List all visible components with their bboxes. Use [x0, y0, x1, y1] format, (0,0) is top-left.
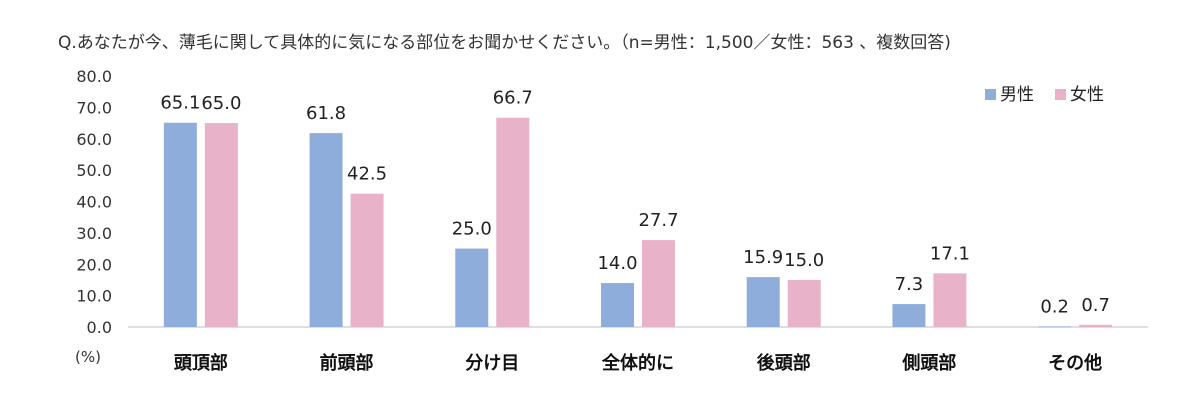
- legend-label-male: 男性: [1000, 85, 1034, 105]
- y-axis-unit-label: (%): [75, 348, 101, 366]
- x-tick-label: 側頭部: [901, 352, 956, 374]
- y-tick-label: 50.0: [76, 161, 112, 180]
- bar-female: [642, 240, 675, 327]
- y-tick-label: 20.0: [76, 255, 112, 274]
- bar-male: [746, 277, 780, 327]
- bar-male: [601, 283, 634, 327]
- bar-female: [1079, 324, 1113, 327]
- legend-label-female: 女性: [1070, 85, 1104, 105]
- bar-male: [1038, 326, 1072, 328]
- data-label-female: 65.0: [201, 93, 241, 114]
- bar-female: [933, 273, 967, 327]
- chart-title: Q.あなたが今、薄毛に関して具体的に気になる部位をお聞かせください。（n=男性：…: [58, 33, 951, 53]
- y-tick-label: 80.0: [76, 67, 112, 86]
- data-label-male: 65.1: [160, 93, 200, 114]
- y-tick-label: 40.0: [76, 193, 112, 212]
- bar-male: [309, 133, 343, 327]
- data-label-female: 42.5: [347, 164, 387, 185]
- data-label-male: 7.3: [895, 274, 924, 295]
- x-tick-label: 全体的に: [601, 352, 674, 374]
- bar-female: [350, 193, 384, 327]
- y-tick-label: 30.0: [76, 224, 112, 243]
- y-tick-label: 0.0: [87, 318, 112, 337]
- legend-swatch-male: [985, 89, 996, 100]
- bar-male: [892, 304, 926, 327]
- data-label-male: 25.0: [452, 219, 492, 240]
- data-label-female: 27.7: [638, 210, 678, 231]
- data-label-female: 15.0: [784, 250, 824, 271]
- bar-male: [163, 122, 197, 327]
- y-tick-label: 60.0: [76, 130, 112, 149]
- data-label-female: 66.7: [493, 88, 533, 109]
- x-tick-label: 前頭部: [320, 352, 374, 374]
- data-label-female: 17.1: [930, 243, 970, 264]
- data-label-male: 61.8: [306, 103, 346, 124]
- data-label-male: 0.2: [1040, 296, 1069, 317]
- bar-female: [204, 123, 238, 327]
- data-label-female: 0.7: [1081, 295, 1110, 316]
- x-tick-label: その他: [1048, 352, 1102, 374]
- bar-female: [787, 279, 821, 327]
- x-tick-label: 分け目: [465, 353, 519, 374]
- x-tick-label: 後頭部: [757, 352, 811, 374]
- y-tick-label: 10.0: [76, 287, 112, 306]
- legend-swatch-female: [1055, 89, 1066, 100]
- y-tick-label: 70.0: [76, 98, 112, 117]
- data-label-male: 14.0: [597, 253, 637, 274]
- x-tick-label: 頭頂部: [174, 352, 228, 374]
- data-label-male: 15.9: [743, 247, 783, 268]
- bar-female: [496, 117, 530, 327]
- bar-male: [455, 248, 489, 327]
